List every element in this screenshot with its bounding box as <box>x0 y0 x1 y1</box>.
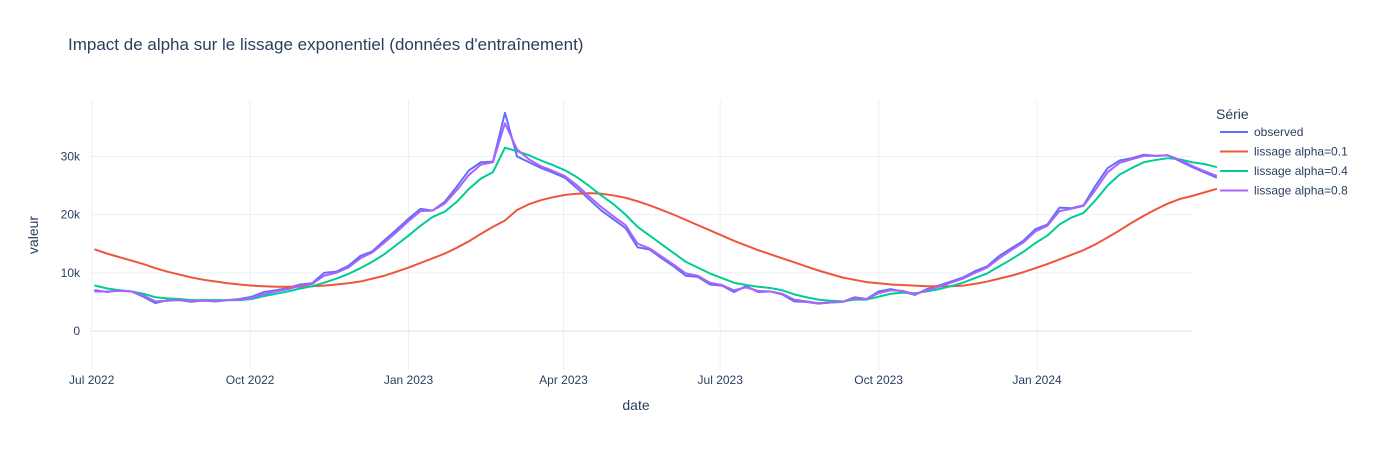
legend[interactable]: Série observed lissage alpha=0.1 lissage a… <box>1216 106 1348 198</box>
series-layer <box>94 111 1218 305</box>
legend-label: lissage alpha=0.1 <box>1254 145 1348 159</box>
x-axis-title: date <box>622 397 649 413</box>
series-line-lissage-alpha-0-8[interactable] <box>94 122 1218 305</box>
x-axis: Jul 2022 Oct 2022 Jan 2023 Apr 2023 Jul 2023… <box>69 373 1062 387</box>
legend-label: observed <box>1254 125 1303 139</box>
x-tick-label: Oct 2023 <box>854 373 903 387</box>
y-axis-title: valeur <box>25 216 41 254</box>
legend-item[interactable]: lissage alpha=0.8 <box>1220 184 1348 198</box>
x-tick-label: Jan 2024 <box>1012 373 1062 387</box>
x-tick-label: Jul 2023 <box>698 373 744 387</box>
y-axis: 0 10k 20k 30k <box>61 149 81 338</box>
series-line-lissage-alpha-0-4[interactable] <box>94 146 1218 303</box>
plot-background <box>90 100 1192 370</box>
x-tick-label: Jan 2023 <box>384 373 434 387</box>
legend-title: Série <box>1216 106 1249 122</box>
x-tick-label: Apr 2023 <box>539 373 588 387</box>
legend-label: lissage alpha=0.8 <box>1254 184 1348 198</box>
legend-label: lissage alpha=0.4 <box>1254 164 1348 178</box>
x-tick-label: Jul 2022 <box>69 373 115 387</box>
x-tick-label: Oct 2022 <box>226 373 275 387</box>
series-line-lissage-alpha-0-1[interactable] <box>94 188 1218 288</box>
y-tick-label: 30k <box>61 149 81 163</box>
legend-item[interactable]: lissage alpha=0.1 <box>1220 145 1348 159</box>
legend-item[interactable]: lissage alpha=0.4 <box>1220 164 1348 178</box>
y-tick-label: 20k <box>61 208 81 222</box>
legend-item[interactable]: observed <box>1220 125 1303 139</box>
y-tick-label: 0 <box>73 324 80 338</box>
chart-title: Impact de alpha sur le lissage exponenti… <box>68 35 583 54</box>
series-line-observed[interactable] <box>94 111 1218 305</box>
y-tick-label: 10k <box>61 266 81 280</box>
